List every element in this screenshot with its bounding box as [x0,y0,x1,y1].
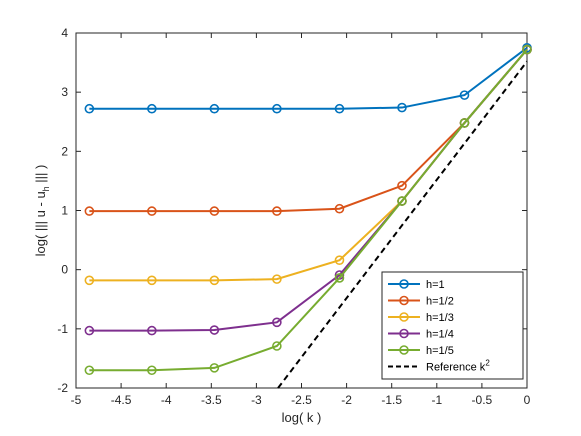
data-point [209,325,220,335]
y-axis-label: log( ||| u - uh ||| ) [33,165,51,257]
data-point [334,273,345,283]
y-tick-label: 4 [61,26,68,40]
data-point [522,44,532,55]
data-point [397,196,407,206]
data-point [84,325,95,336]
data-point [84,275,95,286]
x-tick-label: -2 [341,393,352,407]
x-tick-label: -5 [71,393,82,407]
data-point [209,363,220,373]
x-tick-label: -3.5 [201,393,222,407]
legend: h=1 h=1/2 h=1/3 h=1/4 h=1/5 Reference k2 [381,271,524,380]
legend-reference-base: Reference k [426,362,486,374]
legend-swatch-marker [399,345,409,355]
data-point [272,274,282,284]
legend-entry-label: h=1/4 [426,329,454,341]
data-point [459,90,470,100]
series-layer [84,42,532,389]
x-tick-label: -4.5 [111,393,132,407]
y-tick-label: 2 [61,144,68,158]
data-point [147,206,157,216]
legend-entry-label: h=1/5 [426,345,454,357]
legend-swatch-marker [399,328,409,339]
legend-swatch-marker [399,279,409,289]
data-point [209,275,220,286]
y-tick-label: 0 [61,263,68,277]
x-tick-label: -1.5 [381,393,402,407]
data-point [147,275,157,286]
data-point [147,103,157,114]
data-point [272,103,282,114]
legend-swatch-marker [399,312,409,322]
x-tick-label: 0 [524,393,531,407]
y-tick-label: -1 [57,322,68,336]
y-tick-label: -2 [57,381,68,395]
data-point [272,341,282,351]
series-5 [84,44,532,376]
legend-swatch-marker [399,295,409,306]
legend-entry-label: h=1 [426,279,445,291]
x-tick-label: -4 [161,393,172,407]
x-tick-label: -3 [251,393,262,407]
data-point [397,180,407,191]
y-axis-label-subscript: h [41,186,51,191]
series-line [89,48,528,372]
y-tick-label: 1 [61,204,68,218]
data-point [84,206,95,216]
legend-entry-label-reference: Reference k2 [426,359,490,374]
x-axis-label: log( k ) [282,410,322,425]
legend-box [381,271,524,380]
data-point [334,255,345,266]
axis-ticks: -5 -4.5 -4 -3.5 -3 -2.5 -2 -1.5 -1 -0.5 0 -2 -1 0 1 2 3 4 [57,26,530,407]
y-axis-label-main: log( ||| u - u [33,191,48,256]
y-axis-label-end: ||| ) [33,165,48,187]
data-point [272,317,282,328]
data-point [334,103,345,114]
data-point [84,365,95,376]
data-point [84,103,95,114]
data-point [334,203,345,214]
data-point [397,102,407,113]
series-line [89,48,528,213]
data-point [209,206,220,216]
data-point [147,325,157,336]
data-point [459,118,470,128]
legend-entry-label: h=1/2 [426,296,454,308]
x-tick-label: -2.5 [291,393,312,407]
data-point [272,206,282,216]
data-point [209,103,220,114]
series-line [89,46,528,110]
data-point [147,365,157,376]
legend-entry-label: h=1/3 [426,312,454,324]
x-tick-label: -0.5 [472,393,493,407]
legend-reference-superscript: 2 [485,359,490,368]
x-tick-label: -1 [431,393,442,407]
y-tick-label: 3 [61,85,68,99]
reference-line [277,60,528,389]
